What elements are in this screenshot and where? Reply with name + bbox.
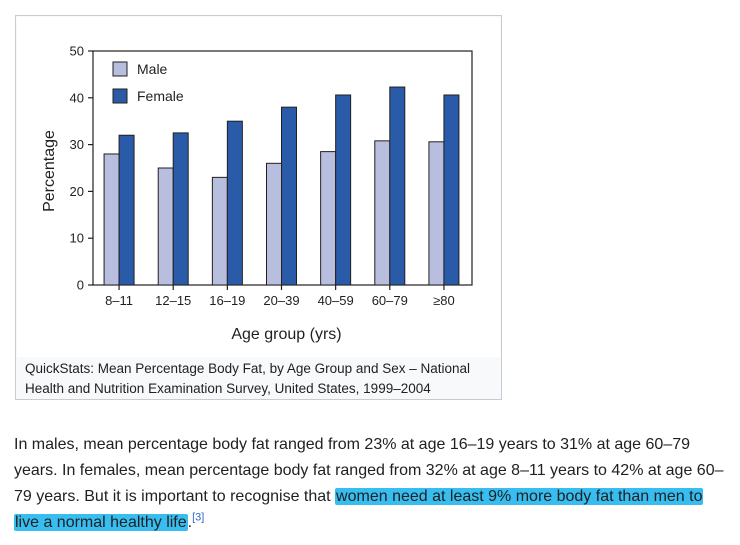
- legend-label-male: Male: [137, 61, 168, 77]
- bar-female-4: [335, 94, 352, 286]
- legend-swatch-male: [112, 61, 128, 77]
- y-tick-label: 20: [70, 184, 84, 199]
- figure-caption: QuickStats: Mean Percentage Body Fat, by…: [25, 361, 471, 396]
- y-tick-label: 10: [70, 231, 84, 246]
- bar-female-3: [281, 106, 297, 286]
- y-axis-title: Percentage: [41, 130, 58, 212]
- bar-female-5: [389, 86, 406, 286]
- bar-male-5: [374, 140, 391, 286]
- bar-male-2: [211, 176, 228, 286]
- paragraph-end: .: [187, 514, 193, 531]
- chart-area: 0 10 20 30 40 50 Percentage Age group (yrs) 8–11…: [17, 17, 500, 357]
- x-tick-label: 8–11: [105, 293, 133, 308]
- x-tick-label: 40–59: [318, 293, 354, 308]
- bar-female-2: [226, 120, 243, 286]
- x-tick-label: 12–15: [155, 293, 191, 308]
- x-tick-label: ≥80: [433, 293, 455, 308]
- bar-male-1: [157, 167, 174, 286]
- bar-female-0: [118, 134, 135, 286]
- bar-male-6: [428, 141, 445, 286]
- paragraph-text: In males, mean percentage body fat range…: [14, 436, 724, 505]
- reference-link[interactable]: [3]: [192, 511, 205, 524]
- body-fat-bar-chart: 0 10 20 30 40 50 Percentage Age group (yrs) 8–11…: [41, 44, 473, 343]
- bar-female-1: [172, 132, 189, 286]
- y-tick-label: 40: [70, 90, 84, 105]
- bar-male-0: [103, 153, 120, 286]
- bar-male-3: [266, 162, 282, 286]
- x-tick-label: 16–19: [209, 293, 245, 308]
- x-tick-label: 60–79: [372, 293, 408, 308]
- figure-box: 0 10 20 30 40 50 Percentage Age group (yrs) 8–11…: [15, 15, 502, 400]
- article-paragraph: In males, mean percentage body fat range…: [14, 432, 726, 536]
- bar-male-4: [320, 151, 337, 286]
- y-tick-label: 50: [70, 44, 84, 59]
- x-tick-label: 20–39: [263, 293, 299, 308]
- y-tick-label: 30: [70, 137, 84, 152]
- bar-female-6: [443, 94, 460, 286]
- x-axis-title: Age group (yrs): [231, 326, 341, 343]
- y-tick-label: 0: [77, 278, 84, 293]
- legend-label-female: Female: [137, 88, 184, 104]
- legend-swatch-female: [112, 88, 128, 104]
